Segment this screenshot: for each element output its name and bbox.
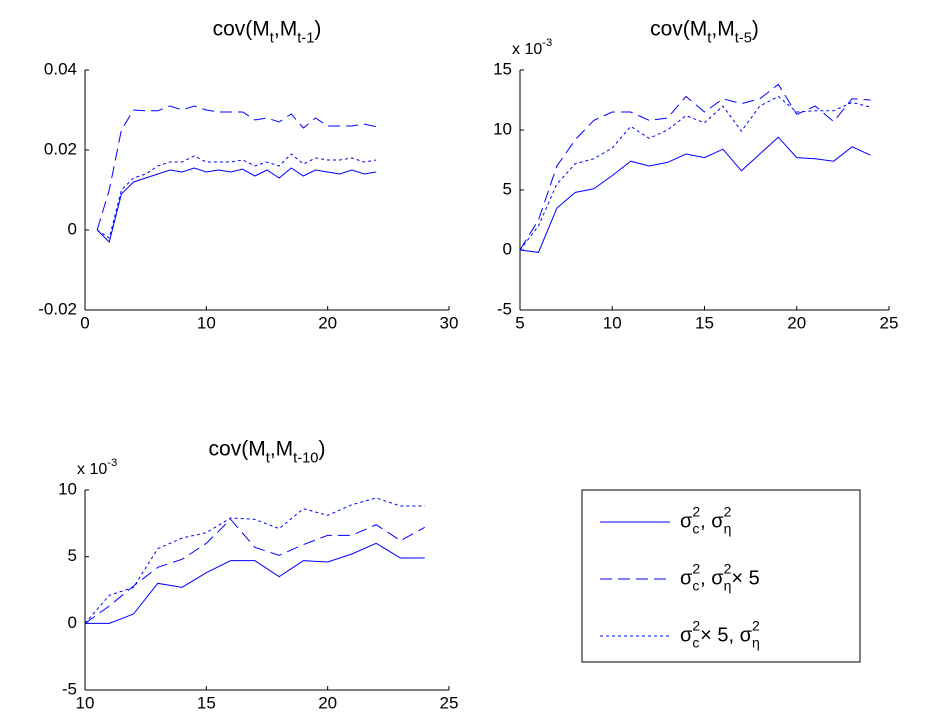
chart-title-part: ,M bbox=[270, 438, 293, 461]
legend-label-part: 2 bbox=[692, 561, 700, 577]
legend-label-part: σ bbox=[680, 567, 693, 589]
y-tick-label: 0 bbox=[68, 219, 77, 238]
chart-title-part: cov(M bbox=[650, 18, 707, 41]
chart-title: cov(M t ,M t-5) bbox=[650, 18, 759, 47]
chart-title-part: ) bbox=[314, 18, 321, 41]
series-line bbox=[96, 153, 377, 239]
y-tick-label: 5 bbox=[68, 546, 77, 565]
chart-title-part: ) bbox=[752, 18, 759, 41]
y-tick-label: -5 bbox=[497, 299, 512, 318]
legend-label-part: c bbox=[692, 635, 699, 651]
y-tick-label: 15 bbox=[493, 59, 512, 78]
y-tick-label: 10 bbox=[58, 479, 77, 498]
legend-label-part: σ bbox=[680, 624, 693, 646]
chart-title-part: t-5 bbox=[735, 30, 752, 46]
x-tick-label: 15 bbox=[197, 693, 216, 712]
x-tick-label: 20 bbox=[318, 693, 337, 712]
legend-label-part: η bbox=[752, 635, 760, 651]
series-line bbox=[84, 497, 425, 624]
chart-title-part: t-10 bbox=[293, 450, 318, 466]
legend-label-part: η bbox=[724, 521, 732, 537]
series-line bbox=[84, 518, 425, 624]
legend-label: σ 2c, σ 2η bbox=[680, 504, 732, 537]
y-tick-label: -0.02 bbox=[38, 299, 77, 318]
legend-label-part: 2 bbox=[724, 504, 732, 520]
chart-title-part: t bbox=[266, 450, 270, 466]
chart-title-part: ,M bbox=[711, 18, 734, 41]
y-tick-label: 5 bbox=[503, 179, 512, 198]
x-tick-label: 10 bbox=[197, 313, 216, 332]
exponent-label: x 10 -3 bbox=[512, 37, 552, 58]
legend-label-part: η bbox=[724, 578, 732, 594]
series-line bbox=[519, 136, 871, 253]
series-line bbox=[96, 105, 377, 231]
x-tick-label: 5 bbox=[515, 313, 524, 332]
legend-label: σ 2c × 5, σ 2η bbox=[680, 618, 760, 651]
chart-title: cov(M t ,M t-10) bbox=[209, 438, 326, 467]
legend-label-part: σ bbox=[680, 510, 693, 532]
x-tick-label: 0 bbox=[80, 313, 89, 332]
exponent-label-part: -3 bbox=[542, 37, 552, 49]
y-tick-label: 10 bbox=[493, 119, 512, 138]
chart-title-part: ,M bbox=[274, 18, 297, 41]
exponent-label-part: -3 bbox=[107, 457, 117, 469]
exponent-label-part: x 10 bbox=[77, 461, 107, 478]
legend-label-part: 2 bbox=[692, 504, 700, 520]
x-tick-label: 15 bbox=[695, 313, 714, 332]
y-tick-label: -5 bbox=[62, 679, 77, 698]
series-line bbox=[519, 83, 871, 251]
exponent-label-part: x 10 bbox=[512, 41, 542, 58]
y-tick-label: 0.02 bbox=[44, 139, 77, 158]
legend-label-part: 2 bbox=[724, 561, 732, 577]
legend-label-part: c bbox=[692, 578, 699, 594]
y-tick-label: 0 bbox=[503, 239, 512, 258]
x-tick-label: 10 bbox=[76, 693, 95, 712]
x-tick-label: 10 bbox=[603, 313, 622, 332]
chart-title: cov(M t ,M t-1) bbox=[213, 18, 322, 47]
exponent-label: x 10 -3 bbox=[77, 457, 117, 478]
legend-label-part: c bbox=[692, 521, 699, 537]
x-tick-label: 30 bbox=[440, 313, 459, 332]
y-tick-label: 0 bbox=[68, 613, 77, 632]
chart-title-part: t bbox=[270, 30, 274, 46]
legend-label: σ 2c, σ 2η × 5 bbox=[680, 561, 760, 594]
legend-label-part: 2 bbox=[692, 618, 700, 634]
legend-label-part: × 5 bbox=[731, 567, 759, 589]
legend-box bbox=[581, 489, 861, 663]
series-line bbox=[85, 542, 425, 624]
chart-title-part: cov(M bbox=[213, 18, 270, 41]
series-line bbox=[96, 167, 377, 243]
x-tick-label: 25 bbox=[440, 693, 459, 712]
x-tick-label: 20 bbox=[318, 313, 337, 332]
series-line bbox=[519, 95, 871, 251]
chart-title-part: cov(M bbox=[209, 438, 266, 461]
chart-title-part: t bbox=[707, 30, 711, 46]
x-tick-label: 25 bbox=[880, 313, 899, 332]
chart-title-part: ) bbox=[318, 438, 325, 461]
x-tick-label: 20 bbox=[787, 313, 806, 332]
legend-label-part: , σ bbox=[700, 510, 724, 532]
y-tick-label: 0.04 bbox=[44, 59, 77, 78]
chart-title-part: t-1 bbox=[297, 30, 314, 46]
legend-label-part: , σ bbox=[700, 567, 724, 589]
legend-label-part: × 5, σ bbox=[700, 624, 752, 646]
legend-label-part: 2 bbox=[752, 618, 760, 634]
